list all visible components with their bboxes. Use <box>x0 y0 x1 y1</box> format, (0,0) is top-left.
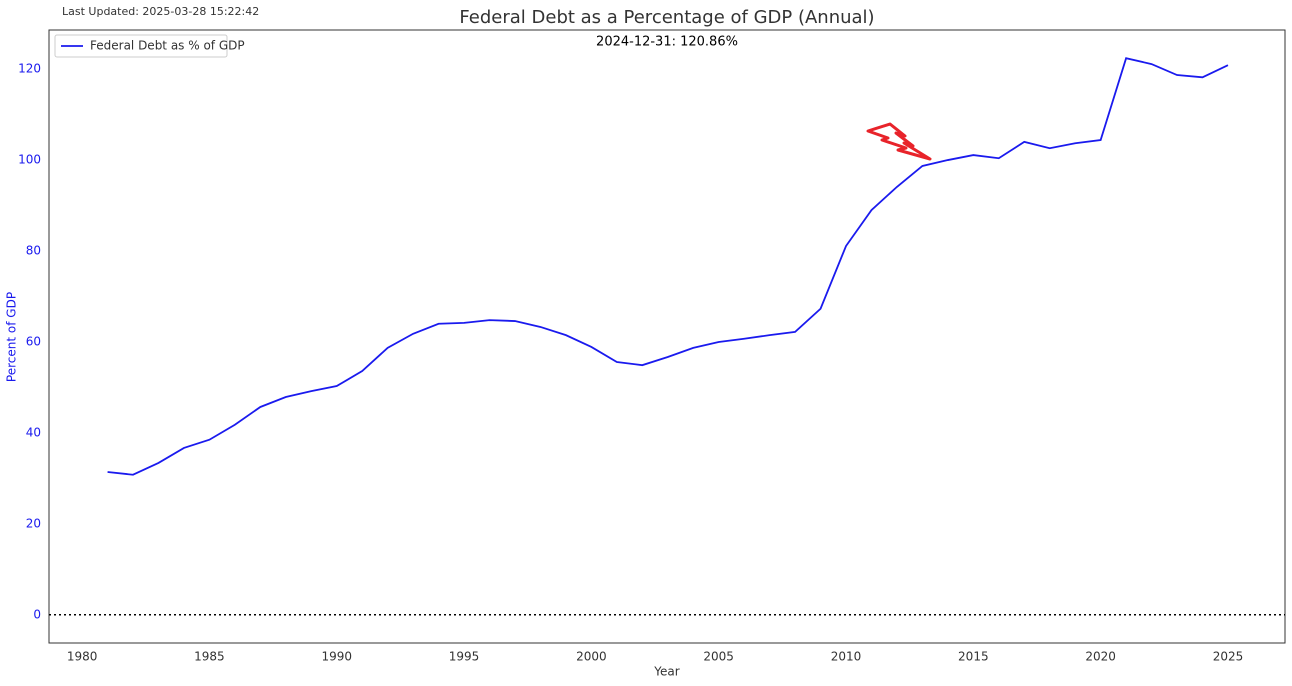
y-tick-label: 40 <box>26 425 41 439</box>
y-tick-label: 100 <box>18 153 41 167</box>
y-axis-label: Percent of GDP <box>5 292 19 382</box>
y-tick-label: 20 <box>26 516 41 530</box>
y-tick-label: 80 <box>26 244 41 258</box>
x-tick-label: 2015 <box>958 650 989 664</box>
chart-title: Federal Debt as a Percentage of GDP (Ann… <box>459 7 874 28</box>
annotation: 2024-12-31: 120.86% <box>596 35 738 50</box>
x-tick-label: 2005 <box>703 650 734 664</box>
updated: Last Updated: 2025-03-28 15:22:42 <box>62 5 259 18</box>
x-tick-label: 1990 <box>321 650 352 664</box>
x-tick-label: 1995 <box>449 650 480 664</box>
legend-label: Federal Debt as % of GDP <box>90 39 245 53</box>
y-tick-label: 120 <box>18 62 41 76</box>
x-tick-label: 2010 <box>831 650 862 664</box>
x-tick-label: 2000 <box>576 650 607 664</box>
y-tick-label: 60 <box>26 334 41 348</box>
x-tick-label: 1985 <box>194 650 225 664</box>
y-tick-label: 0 <box>33 607 41 621</box>
scribble <box>866 122 932 161</box>
x-tick-label: 2025 <box>1213 650 1244 664</box>
x-tick-label: 1980 <box>67 650 98 664</box>
data-line <box>107 57 1229 476</box>
x-axis-label: Year <box>653 665 679 679</box>
x-tick-label: 2020 <box>1085 650 1116 664</box>
plot-frame <box>48 29 1286 644</box>
legend-box <box>54 34 228 58</box>
